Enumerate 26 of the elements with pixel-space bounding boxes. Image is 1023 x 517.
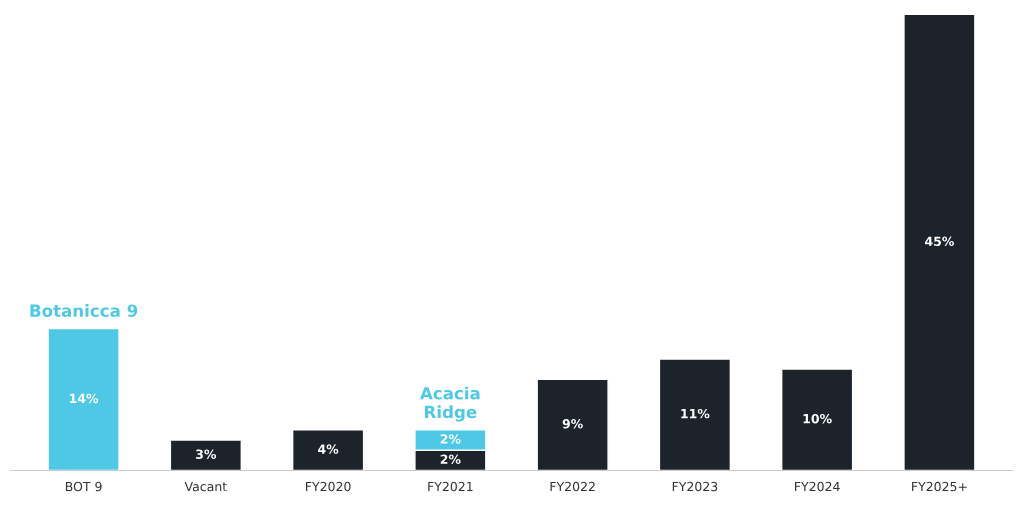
data-label: 4% (318, 444, 339, 454)
annotation: Acacia Ridge (420, 386, 480, 422)
x-tick-label: FY2020 (306, 481, 351, 492)
bar (169, 439, 242, 471)
data-label: 2% (440, 434, 461, 444)
data-label: 10% (803, 413, 832, 424)
data-label: 14% (70, 393, 99, 404)
x-tick-label: FY2021 (428, 481, 473, 492)
bar (47, 327, 120, 471)
bar (658, 358, 732, 471)
bar (903, 13, 976, 471)
data-label: 2% (440, 454, 461, 464)
data-label: 45% (925, 236, 954, 247)
x-tick-label: Vacant (184, 481, 227, 492)
data-label: 11% (681, 408, 710, 419)
x-tick-label: FY2025+ (912, 481, 967, 492)
bar (291, 429, 365, 471)
x-tick-label: FY2022 (550, 481, 595, 492)
data-label: 9% (562, 419, 583, 429)
bar (536, 378, 609, 471)
bar (781, 368, 854, 471)
data-label: 3% (196, 449, 217, 459)
annotation: Botanicca 9 (30, 304, 138, 317)
x-tick-label: FY2024 (795, 481, 840, 492)
x-tick-label: BOT 9 (65, 481, 102, 492)
x-tick-label: FY2023 (672, 481, 718, 492)
